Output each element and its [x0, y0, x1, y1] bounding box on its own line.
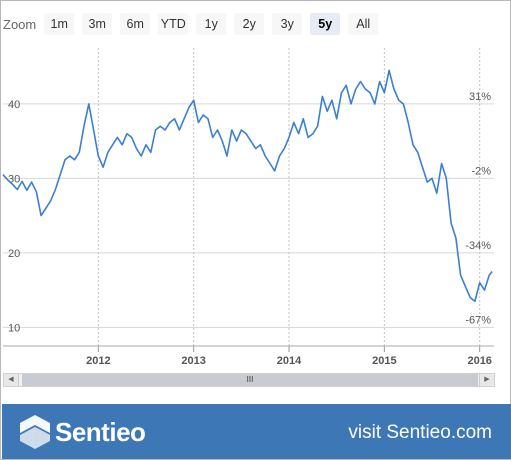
grip-icon: III — [246, 375, 254, 384]
footer-banner: Sentieo visit Sentieo.com — [2, 404, 511, 459]
zoom-2y-button[interactable]: 2y — [234, 13, 265, 35]
sentieo-logo-icon — [20, 415, 50, 449]
zoom-label: Zoom — [3, 16, 37, 32]
price-chart: 10 20 30 40 31% -2% -34% -67% 2012 2013 2014 2015 20… — [2, 48, 494, 367]
y-tick-label: 30 — [8, 173, 20, 185]
zoom-1y-button[interactable]: 1y — [196, 13, 227, 35]
scrollbar-thumb[interactable]: III — [22, 374, 478, 386]
brand-name: Sentieo — [55, 417, 146, 447]
zoom-bar: Zoom 1m 3m 6m YTD 1y 2y 3y 5y All — [3, 12, 386, 36]
y-tick-label: 10 — [8, 322, 20, 334]
zoom-3m-button[interactable]: 3m — [82, 13, 113, 35]
y-tick-label: 20 — [8, 248, 20, 260]
scroll-left-arrow-icon[interactable]: ◀ — [4, 374, 19, 386]
price-series-line — [2, 69, 493, 303]
x-tick-label: 2013 — [181, 355, 205, 367]
visit-link[interactable]: visit Sentieo.com — [348, 422, 492, 443]
chart-scrollbar[interactable]: ◀ III ▶ — [3, 373, 495, 387]
x-tick-label: 2014 — [277, 355, 302, 367]
y-right-tick-label: 31% — [469, 91, 491, 103]
y-right-tick-label: -34% — [465, 240, 491, 252]
zoom-ytd-button[interactable]: YTD — [158, 13, 189, 35]
y-tick-label: 40 — [8, 99, 20, 111]
zoom-6m-button[interactable]: 6m — [120, 13, 151, 35]
chart-series — [2, 69, 493, 303]
zoom-5y-button[interactable]: 5y — [310, 13, 341, 35]
zoom-1m-button[interactable]: 1m — [44, 13, 75, 35]
y-right-tick-label: -67% — [465, 314, 491, 326]
x-tick-label: 2012 — [86, 355, 110, 367]
zoom-all-button[interactable]: All — [348, 13, 379, 35]
x-tick-label: 2016 — [467, 355, 491, 367]
zoom-3y-button[interactable]: 3y — [272, 13, 303, 35]
x-tick-label: 2015 — [372, 355, 396, 367]
chart-axes: 10 20 30 40 31% -2% -34% -67% 2012 2013 2014 2015 20… — [3, 91, 494, 367]
chart-grid — [3, 48, 494, 346]
y-right-tick-label: -2% — [471, 165, 491, 177]
scroll-right-arrow-icon[interactable]: ▶ — [479, 374, 494, 386]
